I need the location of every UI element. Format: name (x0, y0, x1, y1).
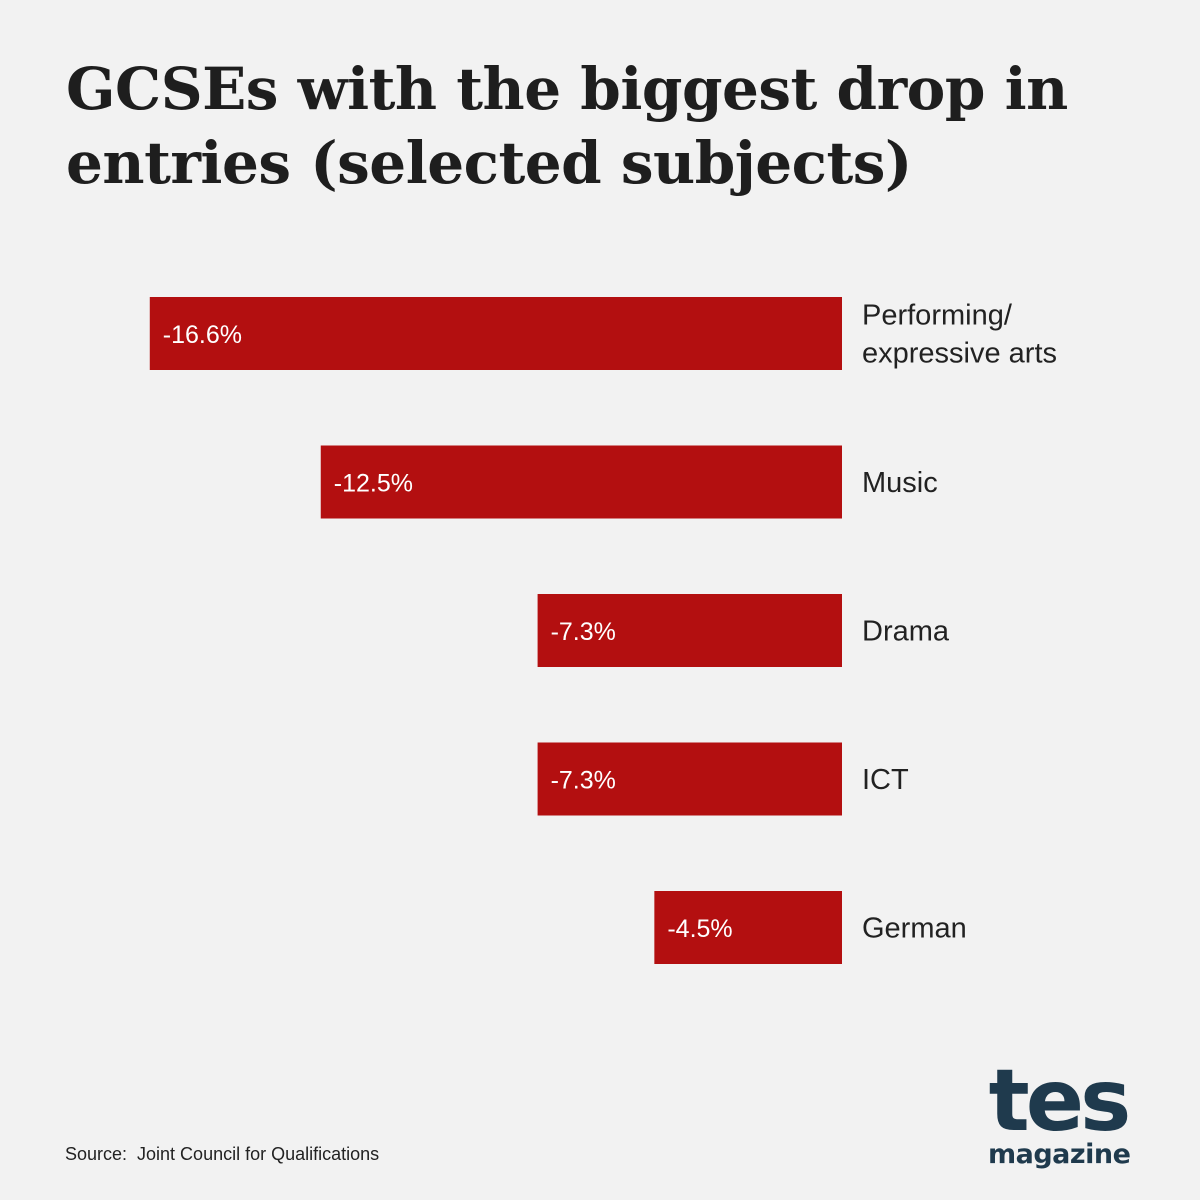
bar-drama (537, 594, 842, 667)
bar-music (320, 445, 842, 519)
data-label-ict: -7.3% (551, 767, 616, 795)
bar-german (654, 891, 842, 964)
data-label-performing-expressive-arts: -16.6% (163, 321, 242, 349)
data-label-drama: -7.3% (551, 618, 616, 646)
source-note: Source: Joint Council for Qualifications (65, 1144, 380, 1164)
category-label-performing-expressive-arts: Performing/expressive arts (862, 300, 1057, 370)
category-label-german: German (862, 913, 967, 945)
data-label-music: -12.5% (334, 470, 413, 498)
logo-subtitle: magazine (988, 1139, 1131, 1170)
logo-wordmark: tes (988, 1051, 1132, 1151)
category-label-ict: ICT (862, 764, 909, 796)
bar-performing-expressive-arts (149, 297, 842, 370)
chart-title: GCSEs with the biggest drop in entries (… (66, 55, 1068, 197)
bar-ict (537, 742, 842, 816)
category-label-drama: Drama (862, 616, 950, 648)
data-label-german: -4.5% (667, 915, 732, 943)
category-label-music: Music (862, 467, 938, 499)
tes-magazine-logo: tes magazine (988, 1051, 1132, 1170)
